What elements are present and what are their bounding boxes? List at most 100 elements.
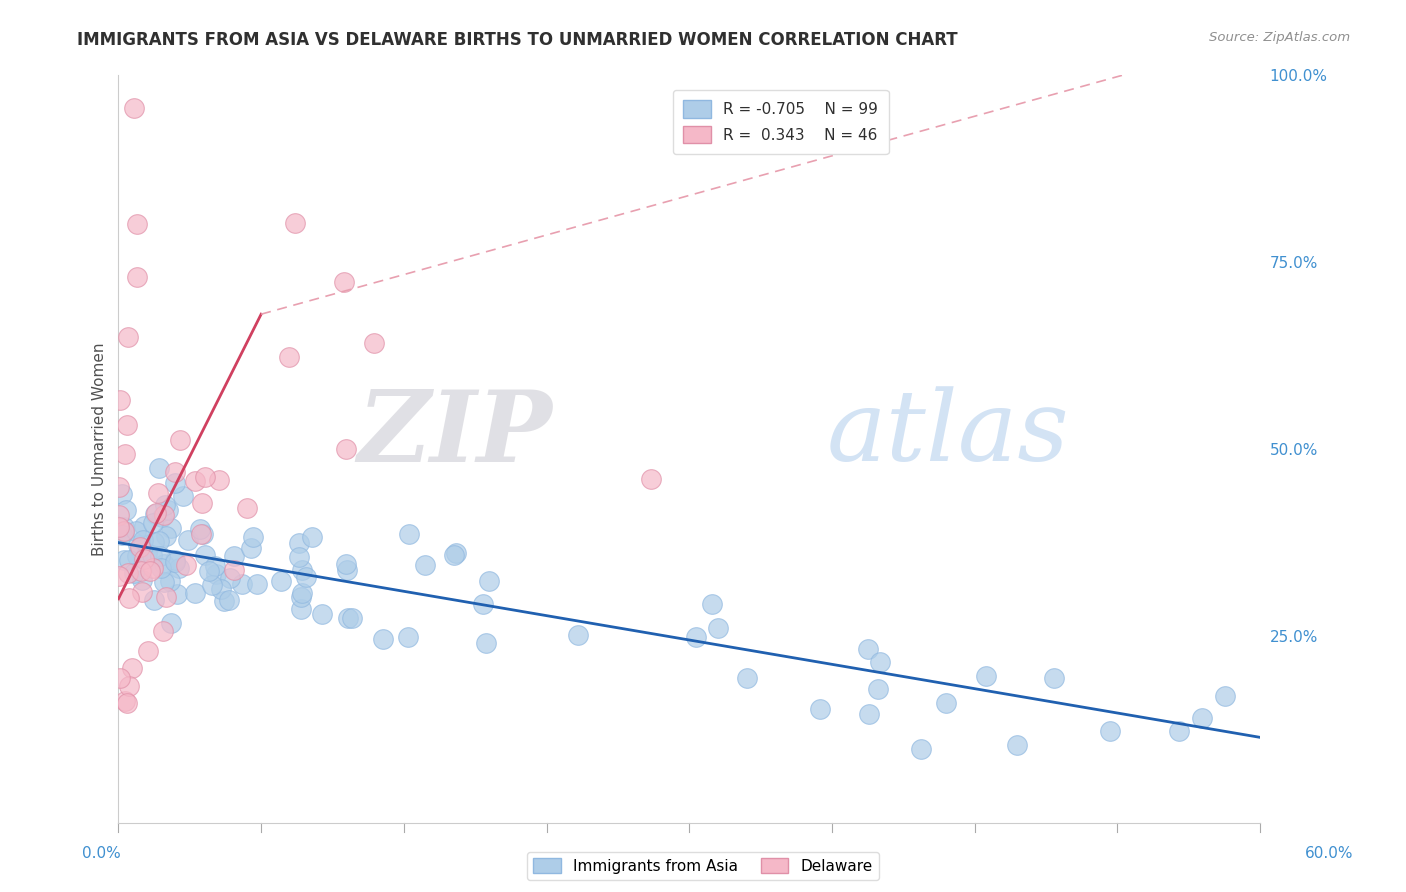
Point <box>246 577 269 591</box>
Point <box>153 558 176 572</box>
Point <box>336 563 359 577</box>
Point <box>114 553 136 567</box>
Point <box>685 631 707 645</box>
Point <box>640 472 662 486</box>
Point <box>194 549 217 563</box>
Point <box>142 593 165 607</box>
Point <box>169 433 191 447</box>
Point <box>337 611 360 625</box>
Point <box>134 519 156 533</box>
Point <box>155 529 177 543</box>
Point <box>222 563 245 577</box>
Point <box>335 557 357 571</box>
Point <box>858 706 880 721</box>
Point <box>176 558 198 572</box>
Point <box>142 561 165 575</box>
Text: 60.0%: 60.0% <box>1305 847 1353 861</box>
Point <box>145 506 167 520</box>
Point <box>112 525 135 540</box>
Point <box>201 578 224 592</box>
Text: IMMIGRANTS FROM ASIA VS DELAWARE BIRTHS TO UNMARRIED WOMEN CORRELATION CHART: IMMIGRANTS FROM ASIA VS DELAWARE BIRTHS … <box>77 31 957 49</box>
Point <box>444 546 467 560</box>
Point <box>218 593 240 607</box>
Point <box>146 485 169 500</box>
Point <box>156 503 179 517</box>
Point <box>284 216 307 230</box>
Point <box>277 350 299 364</box>
Point <box>191 496 214 510</box>
Legend: Immigrants from Asia, Delaware: Immigrants from Asia, Delaware <box>527 852 879 880</box>
Point <box>398 630 420 644</box>
Point <box>910 741 932 756</box>
Point <box>155 590 177 604</box>
Point <box>869 655 891 669</box>
Point <box>311 607 333 621</box>
Point <box>1042 671 1064 685</box>
Point <box>142 535 165 549</box>
Point <box>413 558 436 573</box>
Point <box>117 329 139 343</box>
Point <box>184 475 207 489</box>
Point <box>218 571 240 585</box>
Point <box>291 563 314 577</box>
Point <box>291 585 314 599</box>
Point <box>475 636 498 650</box>
Point <box>335 442 357 456</box>
Point <box>478 574 501 588</box>
Point <box>974 668 997 682</box>
Point <box>118 591 141 605</box>
Point <box>288 549 311 564</box>
Point <box>240 541 263 556</box>
Point <box>177 533 200 547</box>
Point <box>148 533 170 548</box>
Point <box>290 590 312 604</box>
Point <box>165 465 187 479</box>
Point <box>125 549 148 563</box>
Point <box>129 564 152 578</box>
Point <box>1191 711 1213 725</box>
Point <box>111 487 134 501</box>
Point <box>115 417 138 432</box>
Text: atlas: atlas <box>827 386 1069 482</box>
Point <box>866 681 889 696</box>
Point <box>114 503 136 517</box>
Point <box>935 696 957 710</box>
Point <box>166 587 188 601</box>
Point <box>108 508 131 522</box>
Point <box>149 549 172 563</box>
Point <box>108 671 131 685</box>
Point <box>143 507 166 521</box>
Point <box>287 536 309 550</box>
Point <box>111 528 134 542</box>
Point <box>160 521 183 535</box>
Point <box>131 573 153 587</box>
Point <box>118 553 141 567</box>
Text: ZIP: ZIP <box>357 385 553 483</box>
Point <box>160 616 183 631</box>
Point <box>114 447 136 461</box>
Point <box>270 574 292 589</box>
Point <box>152 624 174 639</box>
Point <box>231 576 253 591</box>
Point <box>107 519 129 533</box>
Point <box>108 569 131 583</box>
Point <box>134 552 156 566</box>
Text: 0.0%: 0.0% <box>82 847 121 861</box>
Point <box>1005 738 1028 752</box>
Point <box>141 548 163 562</box>
Point <box>191 527 214 541</box>
Point <box>205 567 228 582</box>
Point <box>148 461 170 475</box>
Point <box>443 549 465 563</box>
Point <box>159 574 181 588</box>
Point <box>115 696 138 710</box>
Point <box>131 585 153 599</box>
Point <box>117 566 139 581</box>
Point <box>139 564 162 578</box>
Point <box>398 527 420 541</box>
Point <box>700 598 723 612</box>
Point <box>567 628 589 642</box>
Point <box>163 553 186 567</box>
Point <box>127 538 149 552</box>
Text: Source: ZipAtlas.com: Source: ZipAtlas.com <box>1209 31 1350 45</box>
